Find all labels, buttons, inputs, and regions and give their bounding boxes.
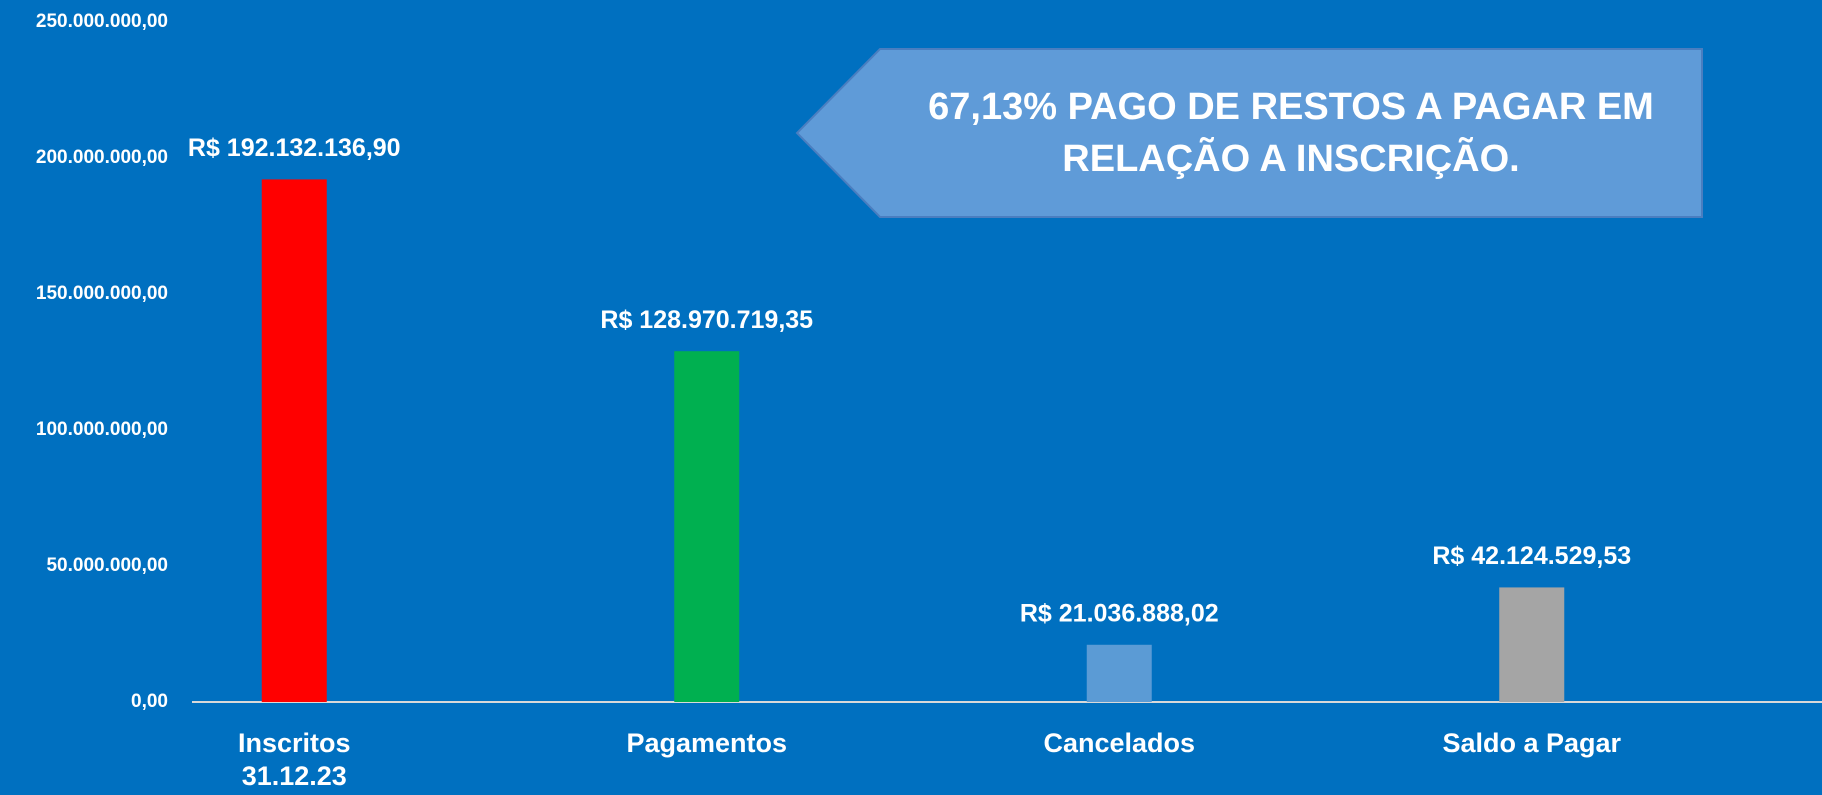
value-label: R$ 128.970.719,35: [600, 306, 813, 334]
x-tick-label: Saldo a Pagar: [1442, 728, 1622, 758]
bar: [261, 179, 327, 703]
bar: [1499, 587, 1565, 702]
x-tick-label: Cancelados: [1043, 728, 1196, 758]
y-tick-label: 250.000.000,00: [36, 11, 168, 32]
x-tick-label: Inscritos 31.12.23: [237, 728, 351, 791]
y-tick-label: 0,00: [131, 691, 168, 712]
annotation-arrow: [795, 48, 1703, 218]
y-tick-label: 50.000.000,00: [46, 555, 168, 576]
bar: [674, 351, 740, 702]
x-tick-label: Pagamentos: [626, 728, 788, 758]
value-label: R$ 21.036.888,02: [1020, 599, 1219, 627]
value-label: R$ 42.124.529,53: [1432, 542, 1631, 570]
y-tick-label: 100.000.000,00: [36, 419, 168, 440]
y-tick-label: 200.000.000,00: [36, 147, 168, 168]
annotation: 67,13% PAGO DE RESTOS A PAGAR EM RELAÇÃO…: [928, 86, 1654, 180]
bar: [1086, 644, 1152, 702]
value-label: R$ 192.132.136,90: [188, 134, 401, 162]
y-tick-label: 150.000.000,00: [36, 283, 168, 304]
